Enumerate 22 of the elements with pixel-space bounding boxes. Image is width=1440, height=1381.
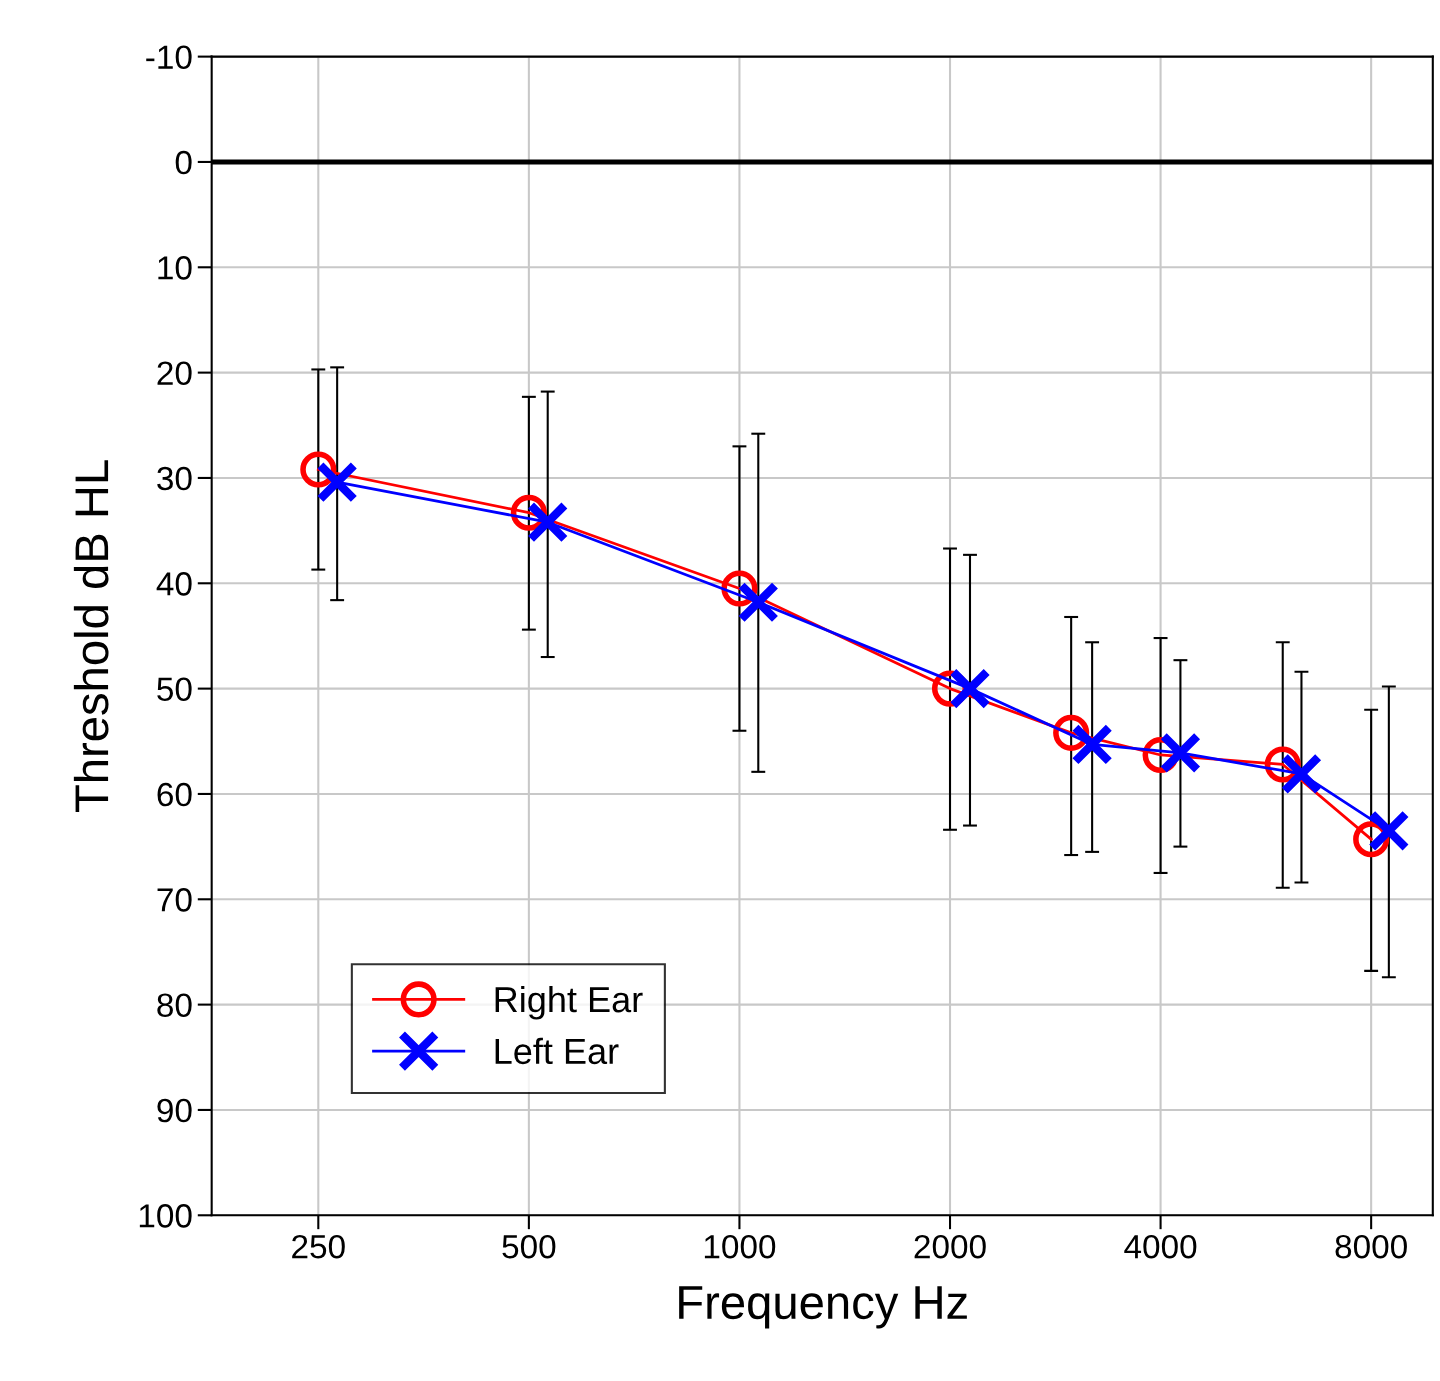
- y-tick-label: -10: [146, 45, 192, 70]
- legend-label: Right Ear: [495, 985, 643, 1020]
- y-tick-label: 0: [175, 150, 192, 175]
- y-tick-label: 70: [157, 888, 192, 912]
- x-tick-label: 8000: [1335, 1234, 1407, 1259]
- y-tick-label: 90: [157, 1098, 192, 1123]
- y-tick-label: 100: [139, 1204, 192, 1228]
- x-tick-label: 4000: [1124, 1234, 1197, 1259]
- y-tick-label: 60: [157, 782, 192, 807]
- x-tick-label: 2000: [914, 1234, 986, 1259]
- y-tick-label: 50: [157, 677, 192, 702]
- y-tick-label: 80: [157, 993, 192, 1018]
- y-tick-label: 30: [157, 466, 192, 491]
- x-axis-title: Frequency Hz: [679, 1286, 967, 1329]
- y-tick-label: 40: [156, 572, 192, 596]
- x-tick-label: 500: [502, 1234, 556, 1259]
- y-axis-title: Threshold dB HL: [73, 460, 109, 813]
- y-tick-label: 20: [157, 361, 192, 386]
- x-tick-label: 250: [292, 1234, 345, 1259]
- y-tick-label: 10: [158, 256, 192, 280]
- x-tick-label: 1000: [704, 1234, 776, 1259]
- legend-label: Left Ear: [495, 1037, 619, 1065]
